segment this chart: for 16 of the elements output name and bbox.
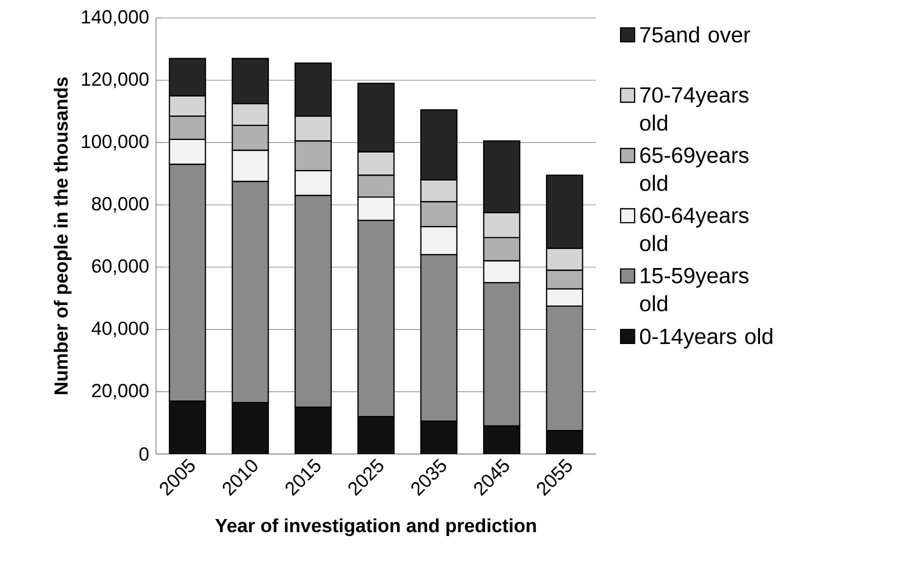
legend-label: 65-69years old — [640, 147, 748, 191]
y-tick-label: 100,000 — [82, 134, 149, 150]
y-tick-label: 80,000 — [92, 196, 149, 213]
legend-label: 0-14years old — [640, 328, 772, 349]
legend-label: 75and over — [640, 26, 750, 43]
y-tick-label: 0 — [139, 447, 149, 461]
y-tick-label: 140,000 — [82, 10, 149, 26]
legend-label: 60-64years old — [640, 208, 748, 252]
y-tick-label: 20,000 — [92, 384, 149, 400]
legend-label: 15-59years old — [640, 268, 748, 312]
x-axis-title: Year of investigation and prediction — [215, 518, 536, 536]
y-axis-title: Number of people in the thousands — [54, 77, 72, 394]
y-tick-label: 60,000 — [92, 259, 149, 275]
legend-label: 70-74years old — [640, 87, 748, 131]
y-tick-label: 40,000 — [92, 322, 149, 338]
y-tick-label: 120,000 — [82, 72, 149, 88]
